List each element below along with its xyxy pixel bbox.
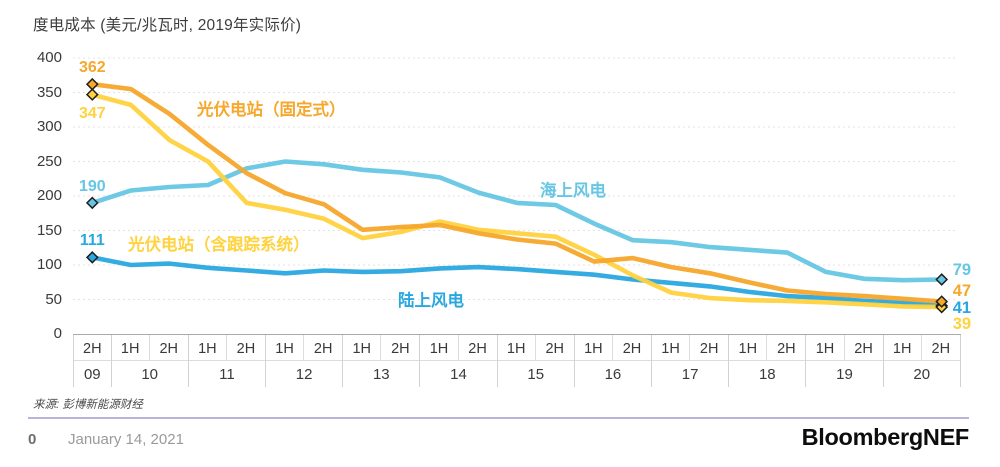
x-axis-half-cell: 1H (189, 335, 227, 360)
x-axis-year-group: 1H 2H 10 (111, 335, 189, 387)
x-axis-year-group: 1H 2H 13 (343, 335, 421, 387)
x-axis-year-label: 09 (74, 360, 111, 387)
series-line-pv_tracking (90, 92, 945, 310)
series-line-pv_fixed (90, 81, 945, 304)
x-axis-half-cell: 2H (545, 340, 565, 357)
page-number: 0 (28, 431, 37, 448)
x-axis-table: 2H 09 1H 2H 10 1H 2H 11 1H 2H 12 1H 2H 13 1H 2H 14 1H 2H 15… (73, 334, 961, 387)
bloombergnef-logo: BloombergNEF (801, 424, 970, 450)
start-marker-offshore_wind (85, 196, 99, 210)
x-axis-year-group: 1H 2H 18 (729, 335, 807, 387)
x-axis-year-label: 11 (188, 360, 265, 387)
start-value-label-pv_fixed: 362 (78, 59, 106, 77)
x-axis-year-group: 2H 09 (73, 335, 112, 387)
x-axis-year-label: 20 (883, 360, 960, 387)
x-axis-half-cell: 2H (777, 340, 796, 357)
x-axis-half-cell: 1H (112, 335, 150, 360)
y-tick-label: 0 (53, 325, 62, 342)
x-axis-year-group: 1H 2H 15 (497, 335, 575, 387)
y-tick-label: 100 (36, 256, 62, 273)
x-axis-half-cell: 1H (575, 335, 613, 360)
end-value-label-offshore_wind: 79 (952, 261, 972, 279)
x-axis-half-cell: 2H (391, 340, 410, 357)
y-tick-label: 300 (36, 118, 62, 135)
x-axis-year-group: 1H 2H 12 (266, 335, 344, 387)
source-note: 来源: 彭博新能源财经 (33, 399, 143, 411)
start-value-label-pv_tracking: 347 (78, 104, 106, 122)
footer-divider (28, 417, 969, 419)
series-line-offshore_wind (90, 159, 945, 283)
x-axis-half-cell: 1H (266, 335, 305, 360)
y-tick-label: 400 (36, 49, 62, 66)
start-value-label-onshore_wind: 111 (79, 232, 105, 250)
end-value-label-pv_fixed: 47 (952, 282, 972, 300)
x-axis-half-cell: 2H (854, 340, 873, 357)
x-axis-year-label: 16 (574, 360, 652, 387)
y-tick-label: 350 (36, 83, 62, 101)
end-value-label-onshore_wind: 41 (952, 299, 972, 317)
series-line-onshore_wind (90, 255, 945, 309)
start-marker-pv_fixed (85, 77, 99, 91)
chart-title: 度电成本 (美元/兆瓦时, 2019年实际价) (33, 17, 302, 34)
lcoe-line-chart (73, 57, 955, 314)
series-label-pv_tracking: 光伏电站（含跟踪系统） (128, 236, 310, 254)
x-axis-half-cell: 2H (236, 340, 256, 357)
x-axis-year-label: 15 (497, 360, 574, 387)
series-label-pv_fixed: 光伏电站（固定式） (197, 101, 346, 119)
y-tick-label: 200 (36, 187, 62, 204)
x-axis-half-cell: 2H (468, 340, 487, 357)
x-axis-year-label: 10 (111, 360, 188, 387)
y-tick-label: 50 (45, 290, 62, 308)
x-axis-year-group: 1H 2H 11 (188, 335, 266, 387)
x-axis-year-label: 18 (729, 360, 806, 387)
x-axis-half-cell: 1H (498, 335, 536, 360)
x-axis-half-cell: 1H (884, 335, 922, 360)
y-tick-label: 150 (36, 221, 62, 239)
x-axis-year-label: 12 (266, 360, 343, 387)
x-axis-year-group: 1H 2H 17 (652, 335, 730, 387)
x-axis-year-group: 1H 2H 16 (574, 335, 653, 387)
x-axis-year-label: 17 (652, 360, 729, 387)
start-value-label-offshore_wind: 190 (78, 177, 106, 195)
x-axis-half-cell: 1H (343, 335, 382, 360)
x-axis-half-cell: 2H (699, 340, 719, 357)
end-marker-pv_fixed (935, 295, 949, 308)
x-axis-year-label: 14 (420, 360, 497, 387)
series-label-onshore_wind: 陆上风电 (398, 292, 464, 310)
x-axis-year-group: 1H 2H 14 (420, 335, 498, 387)
x-axis-half-cell: 1H (652, 335, 691, 360)
x-axis-year-group: 1H 2H 19 (806, 335, 884, 387)
x-axis-half-cell: 2H (313, 340, 333, 357)
x-axis-half-cell: 2H (622, 340, 642, 357)
x-axis-year-label: 13 (343, 360, 420, 387)
x-axis-year-group: 1H 2H 20 (883, 335, 961, 387)
x-axis-half-cell: 1H (729, 335, 768, 360)
x-axis-half-cell: 2H (931, 340, 951, 357)
end-marker-offshore_wind (935, 273, 949, 286)
x-axis-half-cell: 2H (159, 340, 179, 357)
y-tick-label: 250 (36, 152, 62, 170)
series-label-offshore_wind: 海上风电 (540, 182, 606, 200)
start-marker-pv_tracking (85, 88, 99, 101)
x-axis-half-cell: 1H (420, 335, 459, 360)
footer-date: January 14, 2021 (68, 431, 184, 448)
start-marker-onshore_wind (85, 251, 99, 264)
end-value-label-pv_tracking: 39 (952, 315, 972, 333)
x-axis-half-cell: 2H (83, 340, 102, 357)
x-axis-year-label: 19 (806, 360, 883, 387)
x-axis-half-cell: 1H (806, 335, 845, 360)
